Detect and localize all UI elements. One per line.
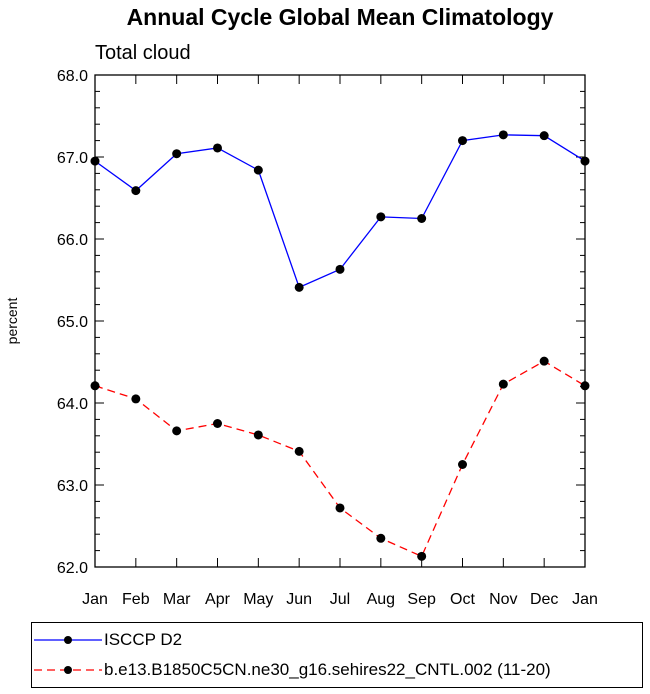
data-point-1 [335, 503, 345, 513]
y-tick-label: 65.0 [57, 314, 88, 331]
data-point-1 [90, 381, 100, 391]
data-point-0 [131, 186, 141, 196]
x-tick-label: Jan [82, 591, 108, 608]
data-point-0 [294, 282, 304, 292]
x-tick-label: Mar [163, 591, 191, 608]
x-tick-label: Jan [572, 591, 598, 608]
x-tick-label: Feb [122, 591, 150, 608]
x-tick-label: Nov [489, 591, 517, 608]
data-point-1 [213, 419, 222, 428]
x-tick-label: Jun [286, 591, 312, 608]
data-point-1 [580, 381, 590, 391]
data-point-0 [335, 264, 345, 274]
y-tick-label: 68.0 [57, 68, 88, 85]
data-point-0 [376, 212, 386, 222]
data-point-1 [458, 460, 467, 469]
x-tick-label: May [243, 591, 273, 608]
data-point-1 [376, 533, 386, 543]
data-point-0 [172, 149, 182, 159]
data-point-1 [417, 551, 427, 561]
line-chart: 62.0 63.0 64.0 65.0 66.0 67.0 68.0 Jan Feb Mar Apr… [4, 68, 598, 608]
data-point-0 [253, 165, 263, 175]
legend-item-model: b.e13.B1850C5CN.ne30_g16.sehires22_CNTL.… [32, 656, 551, 684]
legend: ISCCP D2 b.e13.B1850C5CN.ne30_g16.sehire… [31, 622, 643, 688]
y-tick-label: 66.0 [57, 232, 88, 249]
data-point-0 [539, 131, 549, 141]
data-point-0 [417, 214, 427, 223]
legend-label-model: b.e13.B1850C5CN.ne30_g16.sehires22_CNTL.… [104, 660, 551, 679]
x-tick-label: Jul [330, 591, 350, 608]
series-line-0 [94, 134, 586, 289]
data-point-1 [253, 430, 263, 440]
legend-item-isccp: ISCCP D2 [32, 626, 182, 654]
legend-swatch-model [34, 666, 102, 674]
data-point-0 [458, 136, 467, 146]
x-tick-label: Oct [450, 591, 475, 608]
y-tick-label: 67.0 [57, 150, 88, 167]
data-point-0 [213, 143, 222, 153]
data-point-0 [580, 156, 590, 166]
data-point-1 [172, 426, 182, 436]
chart-title: Annual Cycle Global Mean Climatology [126, 4, 554, 30]
x-tick-label: Dec [530, 591, 558, 608]
data-point-1 [539, 356, 549, 366]
y-tick-label: 64.0 [57, 396, 88, 413]
plot-frame [94, 74, 586, 568]
data-point-1 [294, 446, 304, 456]
data-point-1 [498, 379, 508, 389]
legend-swatch-isccp [34, 636, 102, 644]
chart-subtitle: Total cloud [95, 42, 191, 64]
x-tick-label: Aug [367, 591, 395, 608]
data-point-0 [498, 130, 508, 140]
data-point-0 [90, 156, 100, 166]
series-line-1 [94, 360, 586, 558]
data-point-1 [131, 394, 141, 404]
x-tick-label: Sep [407, 591, 436, 608]
y-tick-label: 63.0 [57, 478, 88, 495]
legend-label-isccp: ISCCP D2 [104, 630, 183, 649]
y-axis-label: percent [4, 298, 20, 345]
x-tick-label: Apr [205, 591, 231, 608]
y-tick-label: 62.0 [57, 560, 88, 577]
